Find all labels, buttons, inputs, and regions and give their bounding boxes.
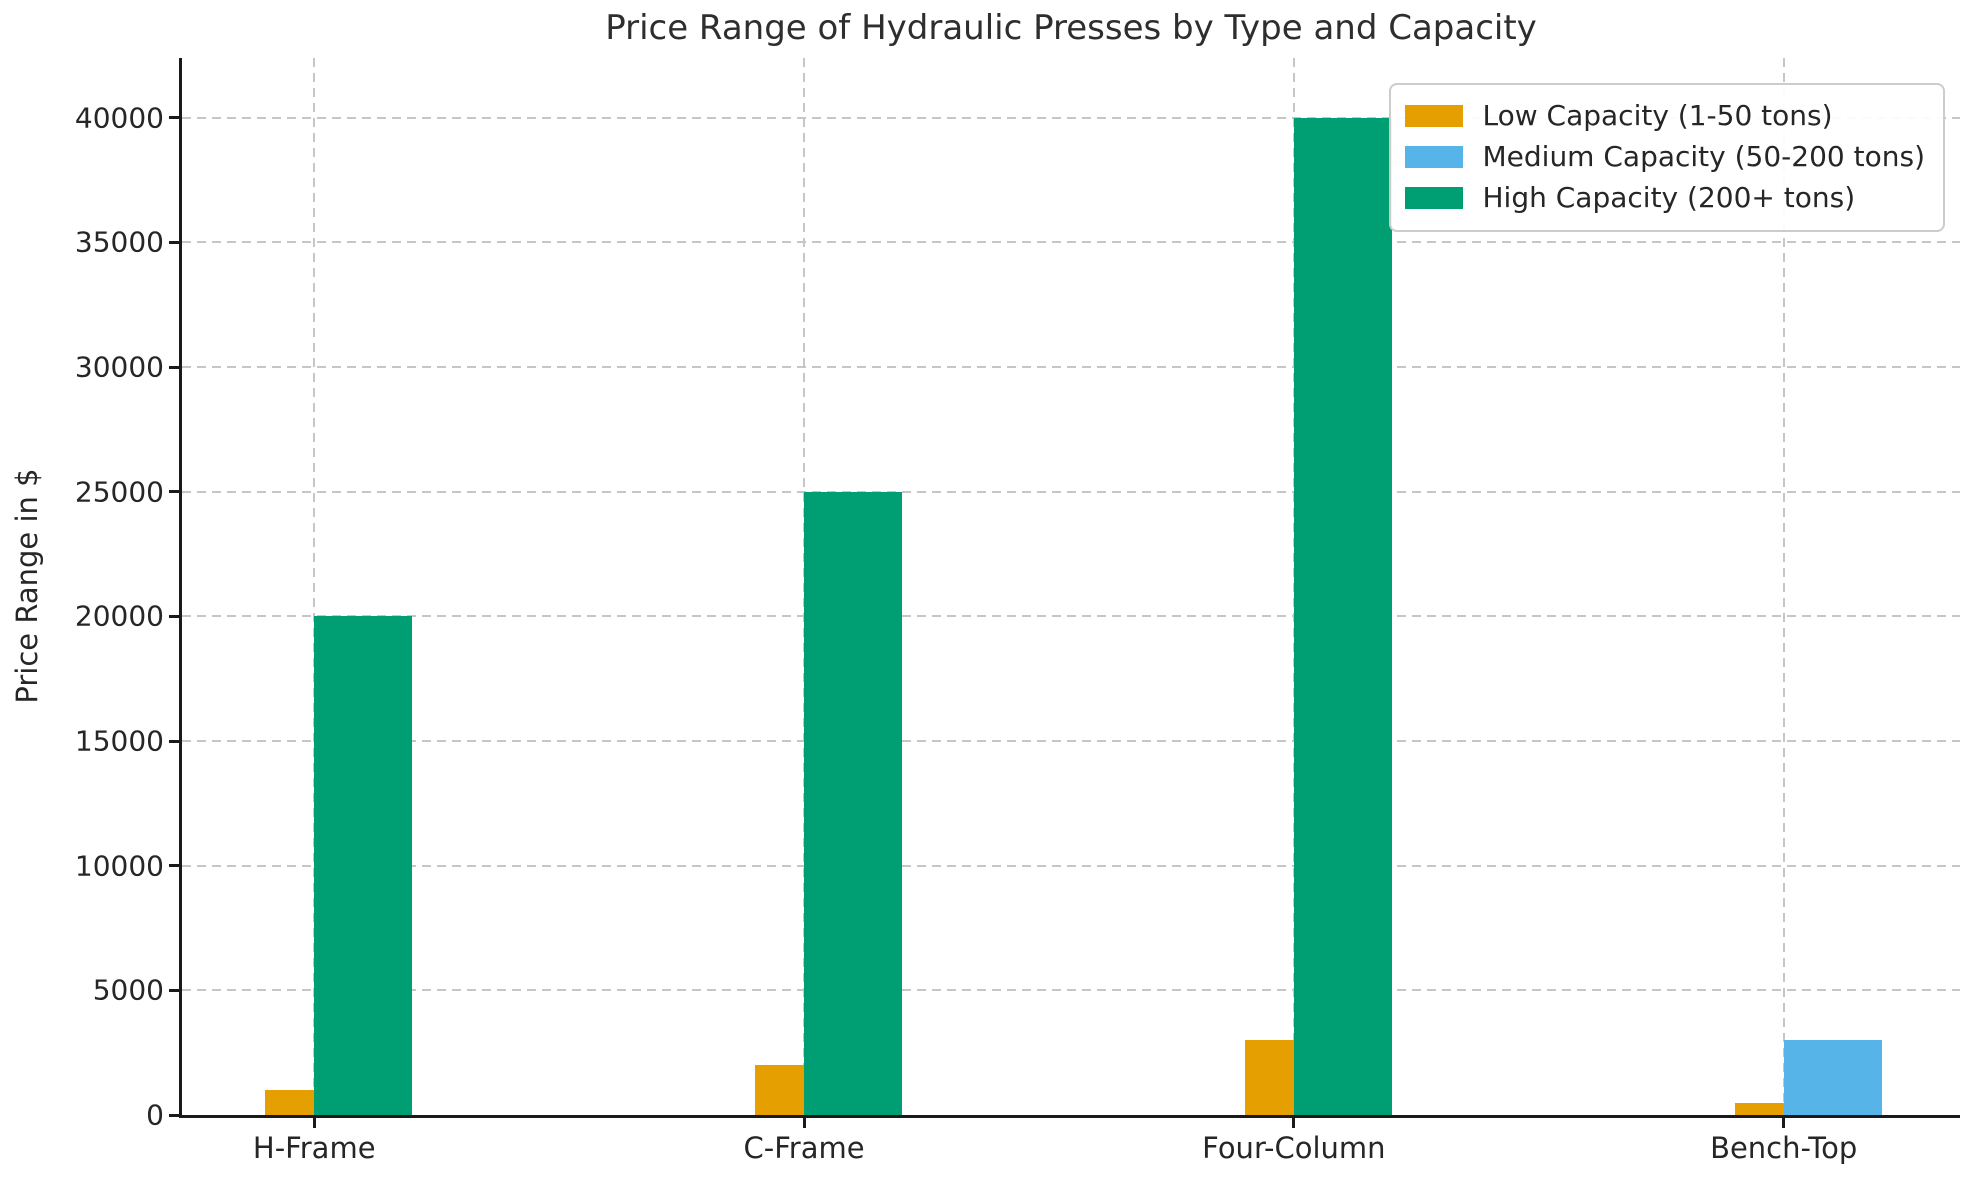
y-tick-mark bbox=[169, 240, 179, 244]
y-tick-mark bbox=[169, 988, 179, 992]
legend-row: High Capacity (200+ tons) bbox=[1404, 177, 1926, 218]
legend-swatch bbox=[1404, 104, 1463, 127]
x-tick-mark bbox=[1292, 1118, 1296, 1128]
y-tick-mark bbox=[169, 116, 179, 120]
y-gridline bbox=[182, 864, 1960, 867]
x-axis-spine bbox=[179, 1115, 1960, 1118]
y-tick-mark bbox=[169, 739, 179, 743]
y-gridline bbox=[182, 740, 1960, 743]
bar-h-frame-low bbox=[265, 1090, 315, 1115]
bar-bench-top-low bbox=[1734, 1102, 1784, 1115]
bar-bench-top-medium bbox=[1783, 1040, 1882, 1115]
y-tick-mark bbox=[169, 490, 179, 494]
x-tick-label: H-Frame bbox=[252, 1131, 376, 1165]
y-gridline bbox=[182, 241, 1960, 244]
bar-four-column-high bbox=[1293, 117, 1392, 1115]
y-tick-mark bbox=[169, 864, 179, 868]
y-tick-label: 0 bbox=[146, 1098, 164, 1132]
y-axis-label: Price Range in $ bbox=[10, 468, 44, 704]
y-tick-label: 10000 bbox=[74, 849, 164, 883]
legend: Low Capacity (1-50 tons) Medium Capacity … bbox=[1388, 83, 1945, 232]
y-gridline bbox=[182, 615, 1960, 618]
x-gridline bbox=[313, 58, 316, 1115]
plot-area: 0 5000 10000 15000 20000 25000 30000 35000 40000… bbox=[75, 58, 1960, 1165]
y-tick-label: 30000 bbox=[74, 350, 164, 384]
x-tick-label: Four-Column bbox=[1202, 1131, 1386, 1165]
legend-label: High Capacity (200+ tons) bbox=[1482, 181, 1856, 214]
legend-label: Medium Capacity (50-200 tons) bbox=[1482, 140, 1926, 173]
legend-row: Low Capacity (1-50 tons) bbox=[1404, 95, 1926, 136]
x-tick-label: C-Frame bbox=[743, 1131, 865, 1165]
x-tick-mark bbox=[802, 1118, 806, 1128]
y-tick-label: 20000 bbox=[74, 599, 164, 633]
bar-c-frame-low bbox=[755, 1065, 805, 1115]
y-gridline bbox=[182, 490, 1960, 493]
chart-title: Price Range of Hydraulic Presses by Type… bbox=[605, 8, 1537, 48]
y-tick-label: 25000 bbox=[74, 475, 164, 509]
y-tick-mark bbox=[169, 614, 179, 618]
x-tick-mark bbox=[1782, 1118, 1786, 1128]
legend-row: Medium Capacity (50-200 tons) bbox=[1404, 136, 1926, 177]
y-axis-spine bbox=[179, 58, 182, 1118]
y-tick-label: 5000 bbox=[92, 973, 164, 1007]
y-tick-label: 40000 bbox=[74, 101, 164, 135]
y-tick-mark bbox=[169, 365, 179, 369]
y-gridline bbox=[182, 116, 1960, 119]
bar-h-frame-high bbox=[314, 616, 413, 1115]
legend-swatch bbox=[1404, 145, 1463, 168]
y-tick-label: 15000 bbox=[74, 724, 164, 758]
bar-four-column-low bbox=[1244, 1040, 1294, 1115]
y-tick-mark bbox=[169, 1113, 179, 1117]
y-gridline bbox=[182, 366, 1960, 369]
bar-c-frame-high bbox=[804, 491, 902, 1115]
x-tick-label: Bench-Top bbox=[1710, 1131, 1858, 1165]
y-tick-label: 35000 bbox=[74, 225, 164, 259]
y-gridline bbox=[182, 989, 1960, 992]
legend-label: Low Capacity (1-50 tons) bbox=[1482, 99, 1833, 132]
legend-swatch bbox=[1404, 186, 1463, 209]
x-gridline bbox=[1782, 58, 1785, 1115]
x-tick-mark bbox=[312, 1118, 316, 1128]
